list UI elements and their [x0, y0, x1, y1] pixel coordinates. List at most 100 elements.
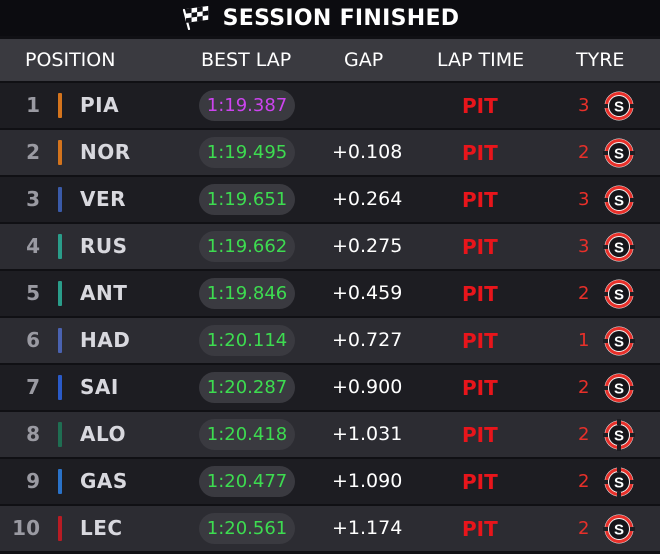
table-row[interactable]: 5 ANT 1:19.846 +0.459 PIT 2 S [0, 271, 660, 316]
team-color-bar [58, 140, 62, 165]
lap-time-status: PIT [462, 423, 498, 447]
position-number: 10 [12, 516, 40, 540]
soft-tyre-icon: S [603, 326, 635, 356]
best-lap-time: 1:20.561 [199, 513, 295, 544]
lap-time-status: PIT [462, 141, 498, 165]
tyre-compound-letter: S [614, 475, 624, 492]
tyre-compound-letter: S [614, 334, 624, 351]
soft-tyre-icon: S [603, 138, 635, 168]
gap-value: +0.727 [332, 329, 403, 351]
driver-code: RUS [80, 234, 128, 258]
best-lap-time: 1:19.651 [199, 184, 295, 215]
tyre-age: 2 [578, 471, 590, 492]
team-color-bar [58, 187, 62, 212]
header-gap: GAP [344, 49, 384, 71]
gap-value: +0.275 [332, 235, 403, 257]
position-number: 9 [26, 469, 40, 493]
position-number: 6 [26, 328, 40, 352]
driver-code: ALO [80, 422, 127, 446]
gap-value: +1.090 [332, 470, 403, 492]
team-color-bar [58, 281, 62, 306]
lap-time-status: PIT [462, 376, 498, 400]
best-lap-time: 1:19.387 [199, 90, 295, 121]
table-row[interactable]: 7 SAI 1:20.287 +0.900 PIT 2 S [0, 365, 660, 410]
tyre-age: 3 [578, 189, 590, 210]
gap-value: +0.459 [332, 282, 403, 304]
tyre-compound-letter: S [614, 287, 624, 304]
header-position: POSITION [25, 49, 116, 71]
team-color-bar [58, 516, 62, 541]
driver-code: HAD [80, 328, 131, 352]
driver-code: NOR [80, 140, 131, 164]
tyre-age: 2 [578, 142, 590, 163]
soft-tyre-used-icon: S [603, 466, 635, 498]
gap-value: +1.174 [332, 517, 403, 539]
header-tyre: TYRE [576, 49, 625, 71]
gap-value: +0.108 [332, 141, 403, 163]
tyre-compound-letter: S [614, 99, 624, 116]
header-lap-time: LAP TIME [437, 49, 525, 71]
driver-code: VER [80, 187, 127, 211]
team-color-bar [58, 422, 62, 447]
position-number: 5 [26, 281, 40, 305]
tyre-compound-letter: S [614, 381, 624, 398]
best-lap-time: 1:19.662 [199, 231, 295, 262]
position-number: 7 [26, 375, 40, 399]
table-header: POSITION BEST LAP GAP LAP TIME TYRE [0, 39, 660, 81]
tyre-compound-letter: S [614, 428, 624, 445]
table-row[interactable]: 2 NOR 1:19.495 +0.108 PIT 2 S [0, 130, 660, 175]
gap-value: +0.900 [332, 376, 403, 398]
tyre-age: 2 [578, 377, 590, 398]
table-row[interactable]: 6 HAD 1:20.114 +0.727 PIT 1 S [0, 318, 660, 363]
title-group: SESSION FINISHED [181, 6, 460, 31]
team-color-bar [58, 234, 62, 259]
team-color-bar [58, 328, 62, 353]
table-row[interactable]: 3 VER 1:19.651 +0.264 PIT 3 S [0, 177, 660, 222]
session-title: SESSION FINISHED [222, 5, 460, 31]
lap-time-status: PIT [462, 235, 498, 259]
lap-time-status: PIT [462, 282, 498, 306]
soft-tyre-icon: S [603, 232, 635, 262]
team-color-bar [58, 469, 62, 494]
tyre-compound-letter: S [614, 522, 624, 539]
team-color-bar [58, 375, 62, 400]
table-row[interactable]: 10 LEC 1:20.561 +1.174 PIT 2 S [0, 506, 660, 551]
tyre-age: 2 [578, 283, 590, 304]
position-number: 3 [26, 187, 40, 211]
lap-time-status: PIT [462, 94, 498, 118]
position-number: 8 [26, 422, 40, 446]
table-row[interactable]: 1 PIA 1:19.387 PIT 3 S [0, 83, 660, 128]
lap-time-status: PIT [462, 188, 498, 212]
header-best-lap: BEST LAP [201, 49, 292, 71]
driver-code: ANT [80, 281, 128, 305]
driver-code: LEC [80, 516, 123, 540]
table-row[interactable]: 8 ALO 1:20.418 +1.031 PIT 2 S [0, 412, 660, 457]
best-lap-time: 1:20.477 [199, 466, 295, 497]
tyre-compound-letter: S [614, 193, 624, 210]
best-lap-time: 1:19.495 [199, 137, 295, 168]
checkered-flag-icon [182, 6, 208, 30]
gap-value: +0.264 [332, 188, 403, 210]
best-lap-time: 1:20.418 [199, 419, 295, 450]
lap-time-status: PIT [462, 329, 498, 353]
tyre-age: 3 [578, 95, 590, 116]
driver-code: PIA [80, 93, 120, 117]
tyre-compound-letter: S [614, 240, 624, 257]
soft-tyre-icon: S [603, 373, 635, 403]
soft-tyre-icon: S [603, 279, 635, 309]
soft-tyre-icon: S [603, 91, 635, 121]
table-row[interactable]: 9 GAS 1:20.477 +1.090 PIT 2 S [0, 459, 660, 504]
table-row[interactable]: 4 RUS 1:19.662 +0.275 PIT 3 S [0, 224, 660, 269]
tyre-age: 1 [578, 330, 590, 351]
best-lap-time: 1:20.287 [199, 372, 295, 403]
position-number: 4 [26, 234, 40, 258]
position-number: 1 [26, 93, 40, 117]
soft-tyre-used-icon: S [603, 419, 635, 451]
soft-tyre-icon: S [603, 514, 635, 544]
tyre-age: 2 [578, 518, 590, 539]
tyre-compound-letter: S [614, 146, 624, 163]
gap-value: +1.031 [332, 423, 403, 445]
driver-code: SAI [80, 375, 119, 399]
position-number: 2 [26, 140, 40, 164]
tyre-age: 2 [578, 424, 590, 445]
